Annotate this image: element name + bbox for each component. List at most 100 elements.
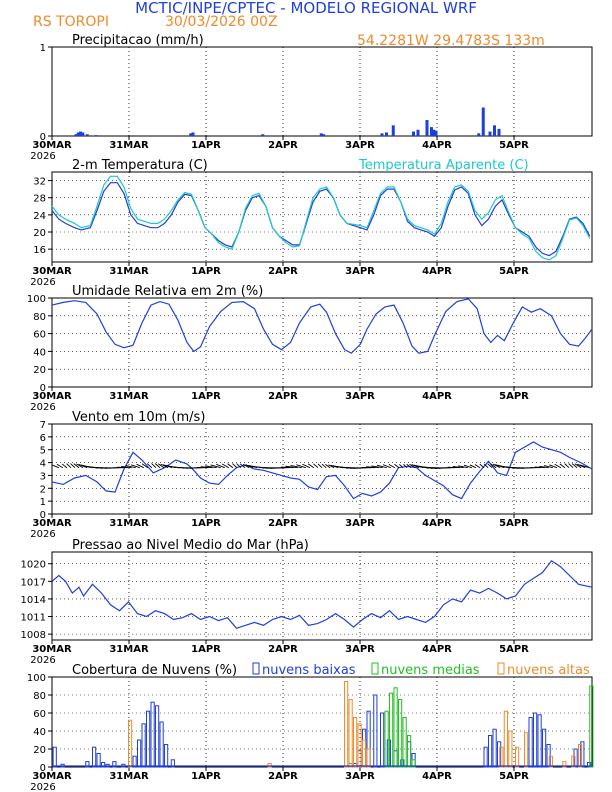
cloud-bar-low bbox=[488, 735, 493, 768]
y-tick-label: 7 bbox=[40, 420, 46, 431]
cloud-bar-low bbox=[132, 755, 137, 768]
x-tick-label-3apr: 3APR bbox=[345, 518, 375, 529]
x-tick-label-5apr: 5APR bbox=[499, 266, 529, 277]
wind-barb bbox=[539, 465, 549, 469]
x-tick-label-4apr: 4APR bbox=[422, 644, 452, 655]
x-tick-label-30mar: 30MAR bbox=[32, 771, 72, 782]
wind-barb bbox=[490, 463, 497, 469]
x-year-label: 2026 bbox=[30, 151, 55, 162]
wind-barb bbox=[382, 464, 392, 469]
panel-frame bbox=[51, 676, 593, 768]
panel-frame bbox=[51, 423, 593, 515]
precip-bar bbox=[481, 107, 485, 136]
cloud-bar-mid bbox=[393, 687, 398, 768]
y-tick-label: 32 bbox=[33, 177, 46, 188]
wind-barb bbox=[447, 466, 460, 469]
header-title: MCTIC/INPE/CPTEC - MODELO REGIONAL WRF bbox=[135, 0, 477, 17]
precip-bar bbox=[416, 129, 420, 136]
cloud-bar-high bbox=[267, 762, 272, 768]
panel-frame bbox=[51, 551, 593, 641]
precip-bar bbox=[74, 134, 78, 136]
cloud-bar-low bbox=[587, 762, 592, 768]
wind-barb bbox=[376, 464, 387, 469]
precip-bar bbox=[261, 134, 265, 136]
x-tick-label-2apr: 2APR bbox=[268, 771, 298, 782]
wind-barb bbox=[571, 463, 578, 469]
wind-barb bbox=[121, 465, 132, 469]
cloud-bar-mid bbox=[407, 735, 412, 768]
wind-barb bbox=[245, 464, 254, 469]
wind-barb bbox=[483, 463, 489, 469]
panel-title-precip: Precipitacao (mm/h) bbox=[72, 33, 204, 48]
y-tick-label: 16 bbox=[33, 245, 46, 256]
wind-barb bbox=[302, 463, 311, 469]
wind-barb bbox=[125, 465, 136, 469]
cloud-bar-low bbox=[497, 741, 502, 768]
y-tick-label: 80 bbox=[33, 312, 46, 323]
y-tick-label: 0 bbox=[40, 132, 46, 143]
cloud-bar-low bbox=[528, 717, 533, 768]
y-tick-label: 100 bbox=[27, 673, 46, 684]
cloud-bar-low bbox=[386, 739, 391, 768]
wind-barb bbox=[394, 463, 400, 469]
y-tick-label: 40 bbox=[33, 727, 46, 738]
wind-barb bbox=[296, 464, 306, 469]
x-tick-label-4apr: 4APR bbox=[422, 140, 452, 151]
wind-barb bbox=[117, 466, 128, 469]
cloud-bar-low bbox=[483, 746, 488, 768]
y-tick-label: 24 bbox=[33, 211, 46, 222]
x-tick-label-1apr: 1APR bbox=[191, 518, 221, 529]
wind-barb bbox=[463, 464, 472, 469]
wind-barb bbox=[73, 463, 80, 469]
wind-barb bbox=[313, 463, 319, 469]
wind-barb bbox=[136, 463, 144, 469]
wind-barb bbox=[205, 465, 217, 469]
header-run: 30/03/2026 00Z bbox=[165, 14, 278, 30]
x-tick-label-1apr: 1APR bbox=[191, 771, 221, 782]
x-tick-label-2apr: 2APR bbox=[268, 644, 298, 655]
wind-barb bbox=[280, 466, 294, 469]
panel-frame bbox=[51, 297, 593, 388]
wind-barb bbox=[242, 463, 250, 469]
cloud-bar-low bbox=[96, 753, 101, 768]
header-coords: 54.2281W 29.4783S 133m bbox=[357, 33, 545, 49]
x-tick-label-3apr: 3APR bbox=[345, 266, 375, 277]
wind-barb bbox=[399, 464, 404, 469]
wind-barb bbox=[474, 464, 481, 469]
panel-title-clouds: Cobertura de Nuvens (%) bbox=[72, 663, 237, 678]
x-tick-label-4apr: 4APR bbox=[422, 266, 452, 277]
y-tick-label: 1017 bbox=[21, 577, 46, 588]
wind-barb bbox=[130, 464, 140, 469]
wind-barb bbox=[388, 463, 396, 469]
wind-barb bbox=[232, 463, 238, 469]
precip-bar bbox=[391, 125, 395, 136]
wind-barb bbox=[146, 463, 153, 469]
series-line-temperatura-aparente bbox=[51, 175, 591, 261]
series-line-temperatura bbox=[51, 182, 591, 257]
cloud-bar-low bbox=[150, 701, 155, 768]
cloud-bar-high bbox=[353, 717, 358, 768]
precip-bar bbox=[430, 127, 433, 136]
panel-precip: 30MAR 31MAR 1APR 2APR 3APR 4APR 5APR 2026 0 1 Prec… bbox=[30, 33, 593, 162]
wind-barb bbox=[221, 463, 230, 469]
cloud-bar-low bbox=[101, 762, 106, 768]
cloud-bar-high bbox=[348, 699, 353, 768]
cloud-bar-low bbox=[533, 712, 538, 768]
cloud-bar-high bbox=[128, 719, 133, 768]
wind-barb bbox=[76, 463, 84, 469]
cloud-bar-mid bbox=[389, 692, 394, 768]
y-tick-label: 1 bbox=[40, 497, 46, 508]
panel-pressure: 30MAR 31MAR 1APR 2APR 3APR 4APR 5APR 2026 1008 10… bbox=[21, 538, 593, 666]
y-tick-label: 20 bbox=[33, 228, 46, 239]
y-tick-label: 60 bbox=[33, 709, 46, 720]
wind-barb bbox=[210, 464, 221, 469]
precip-bar bbox=[322, 134, 325, 136]
x-year-label: 2026 bbox=[30, 277, 55, 288]
panel-frame bbox=[51, 46, 593, 137]
legend-low: nuvens baixas bbox=[262, 663, 356, 678]
y-tick-label: 80 bbox=[33, 691, 46, 702]
cloud-bar-high bbox=[515, 746, 520, 768]
cloud-bar-high bbox=[499, 746, 504, 768]
y-tick-label: 20 bbox=[33, 745, 46, 756]
cloud-bar-low bbox=[137, 739, 142, 768]
